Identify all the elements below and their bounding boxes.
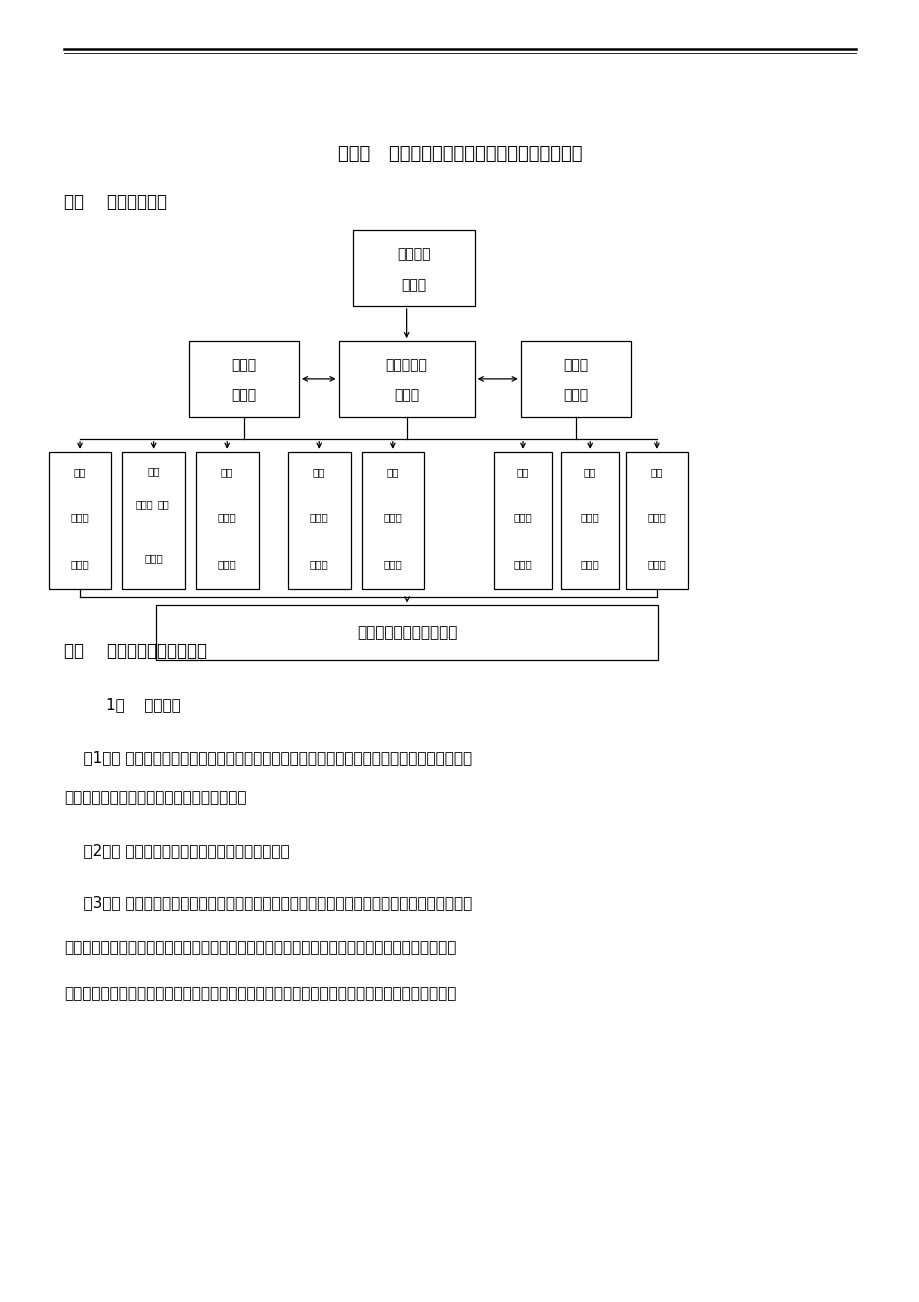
Text: （2）、 直接为顾客提供优质服务和满意的工程。: （2）、 直接为顾客提供优质服务和满意的工程。	[64, 842, 289, 858]
Bar	[520, 341, 630, 417]
Text: 郭连喜: 郭连喜	[562, 388, 588, 402]
Text: 计划: 计划	[516, 467, 528, 478]
Text: 刘顺来: 刘顺来	[393, 388, 419, 402]
Text: （1）、 是安装工程质量、安全生产、文明施工和其他项目管理工作的主要责任者，负责对项目: （1）、 是安装工程质量、安全生产、文明施工和其他项目管理工作的主要责任者，负责…	[64, 750, 472, 766]
Text: 韩宋东: 韩宋东	[218, 513, 236, 522]
Bar	[122, 452, 185, 589]
Text: 工程师: 工程师	[310, 559, 328, 569]
Text: 预算: 预算	[650, 467, 663, 478]
Text: 焊接: 焊接	[221, 467, 233, 478]
Text: 工程师: 工程师	[647, 559, 665, 569]
Text: 第二章   施工组织机构、主要管理人员配置及业绩: 第二章 施工组织机构、主要管理人员配置及业绩	[337, 145, 582, 163]
Bar	[188, 341, 299, 417]
Text: 朱景明: 朱景明	[401, 277, 426, 292]
Text: 邓先挡: 邓先挡	[231, 388, 256, 402]
Text: 魏成学: 魏成学	[310, 513, 328, 522]
Text: 设备: 设备	[74, 467, 86, 478]
Text: 安全卫生因素进行控制，包括对现场噪声、粉尘、固体废弃物、化学品等进行控制，开展污染和危: 安全卫生因素进行控制，包括对现场噪声、粉尘、固体废弃物、化学品等进行控制，开展污…	[64, 986, 456, 1001]
Bar	[561, 452, 618, 589]
Text: 责任工程师: 责任工程师	[385, 358, 427, 372]
Text: 工程师: 工程师	[218, 559, 236, 569]
Text: 工程师: 工程师	[383, 559, 402, 569]
Bar	[49, 452, 111, 589]
Text: 秦国文: 秦国文	[383, 513, 402, 522]
Text: 统计员: 统计员	[513, 559, 532, 569]
Text: 工程师: 工程师	[144, 553, 163, 564]
Text: 王喜臣: 王喜臣	[71, 513, 89, 522]
Text: 工艺、设备、防腹施工队: 工艺、设备、防腹施工队	[357, 625, 457, 641]
Bar	[196, 452, 258, 589]
Text: 材料: 材料	[584, 467, 596, 478]
Bar	[338, 341, 474, 417]
Bar	[288, 452, 350, 589]
Text: 二、    主要管理人员管理职责: 二、 主要管理人员管理职责	[64, 642, 207, 660]
Text: 施工全过程进行管理和控制，保证合同履约。: 施工全过程进行管理和控制，保证合同履约。	[64, 790, 246, 806]
Text: 姚占坤: 姚占坤	[580, 513, 599, 522]
Text: 棃测: 棃测	[386, 467, 399, 478]
Text: 张安慈: 张安慈	[135, 499, 153, 509]
Text: 质棃员: 质棃员	[231, 358, 256, 372]
Bar	[625, 452, 687, 589]
Bar	[361, 452, 424, 589]
Text: 工程师: 工程师	[71, 559, 89, 569]
Bar	[353, 230, 474, 306]
Bar	[494, 452, 551, 589]
Text: 1、    项目经理: 1、 项目经理	[106, 697, 180, 712]
Text: 项目经理: 项目经理	[397, 247, 430, 262]
Text: 安全员: 安全员	[562, 358, 588, 372]
Text: 玉涛: 玉涛	[157, 499, 169, 509]
Text: 呗装: 呗装	[312, 467, 325, 478]
Text: 管道: 管道	[147, 466, 160, 477]
Text: 和安全生产的方针、政策、法规、法令和规章制度等，崚持文明施工，安全生产，对现场的环境和: 和安全生产的方针、政策、法规、法令和规章制度等，崚持文明施工，安全生产，对现场的…	[64, 940, 456, 956]
Bar	[156, 605, 657, 660]
Text: 工程师: 工程师	[580, 559, 599, 569]
Text: 蔡子军: 蔡子军	[513, 513, 532, 522]
Text: 一、    施工组织机构: 一、 施工组织机构	[64, 193, 167, 211]
Text: 周秀华: 周秀华	[647, 513, 665, 522]
Text: （3）、 认真贯彻执行国家、地方行政主管部门及公司总部颌布的各项有关环境保护、劳动保护: （3）、 认真贯彻执行国家、地方行政主管部门及公司总部颌布的各项有关环境保护、劳…	[64, 894, 472, 910]
